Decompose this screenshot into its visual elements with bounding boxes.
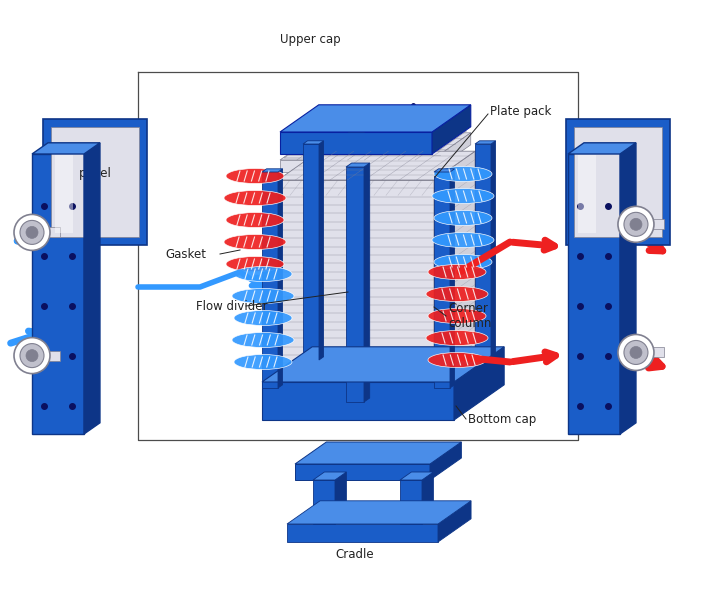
Polygon shape <box>55 155 73 233</box>
Ellipse shape <box>224 235 286 249</box>
Polygon shape <box>287 501 471 524</box>
Polygon shape <box>620 143 636 434</box>
Text: Upper cap: Upper cap <box>280 33 340 46</box>
Polygon shape <box>280 160 432 172</box>
Polygon shape <box>434 172 450 388</box>
Ellipse shape <box>226 256 284 272</box>
Polygon shape <box>434 169 454 172</box>
Ellipse shape <box>232 288 294 303</box>
Polygon shape <box>280 132 432 154</box>
Polygon shape <box>346 163 370 167</box>
Ellipse shape <box>428 264 486 279</box>
Ellipse shape <box>432 232 494 247</box>
Polygon shape <box>475 141 496 144</box>
Polygon shape <box>287 524 438 542</box>
Polygon shape <box>262 347 504 382</box>
Polygon shape <box>348 123 352 132</box>
Circle shape <box>618 335 654 370</box>
Circle shape <box>26 350 38 362</box>
Polygon shape <box>284 131 467 158</box>
Ellipse shape <box>226 169 284 184</box>
Text: Cradle: Cradle <box>335 547 375 560</box>
Polygon shape <box>475 144 491 360</box>
Polygon shape <box>335 472 347 524</box>
Polygon shape <box>348 126 364 132</box>
Polygon shape <box>568 143 636 154</box>
Ellipse shape <box>434 167 492 181</box>
Polygon shape <box>32 143 100 154</box>
Polygon shape <box>454 347 504 420</box>
Ellipse shape <box>428 353 486 367</box>
Circle shape <box>630 347 642 358</box>
Ellipse shape <box>234 311 292 326</box>
Polygon shape <box>568 154 620 434</box>
Text: Flow divider: Flow divider <box>196 300 268 312</box>
Bar <box>634 347 664 358</box>
Text: Corner
column: Corner column <box>448 302 491 330</box>
Polygon shape <box>566 119 670 245</box>
Ellipse shape <box>234 267 292 282</box>
Polygon shape <box>574 127 662 237</box>
Polygon shape <box>262 172 278 388</box>
Polygon shape <box>438 501 471 542</box>
Circle shape <box>630 219 642 231</box>
Polygon shape <box>262 382 454 420</box>
Polygon shape <box>400 480 422 524</box>
Polygon shape <box>280 105 471 132</box>
Ellipse shape <box>432 188 494 203</box>
Polygon shape <box>313 472 347 480</box>
Circle shape <box>618 206 654 243</box>
Bar <box>30 350 60 361</box>
Polygon shape <box>51 127 139 237</box>
Text: panel: panel <box>78 167 112 181</box>
Polygon shape <box>348 129 369 132</box>
Polygon shape <box>303 141 323 144</box>
Ellipse shape <box>426 287 488 302</box>
Text: Plate pack: Plate pack <box>490 105 551 119</box>
Circle shape <box>624 341 648 364</box>
Bar <box>634 219 664 229</box>
Ellipse shape <box>434 211 492 226</box>
Ellipse shape <box>434 255 492 270</box>
Polygon shape <box>578 155 596 233</box>
Polygon shape <box>364 163 370 402</box>
Ellipse shape <box>234 355 292 370</box>
Circle shape <box>20 220 44 244</box>
Polygon shape <box>295 442 461 464</box>
Bar <box>30 228 60 237</box>
Text: Gasket: Gasket <box>165 247 206 261</box>
Ellipse shape <box>224 190 286 205</box>
Ellipse shape <box>226 213 284 228</box>
Ellipse shape <box>426 330 488 346</box>
Circle shape <box>624 213 648 237</box>
Polygon shape <box>319 141 323 360</box>
Circle shape <box>14 338 50 374</box>
Polygon shape <box>280 133 471 160</box>
Polygon shape <box>346 167 364 402</box>
Circle shape <box>14 214 50 250</box>
Polygon shape <box>303 144 319 360</box>
Polygon shape <box>278 169 283 388</box>
Circle shape <box>26 226 38 238</box>
Polygon shape <box>434 151 475 380</box>
Polygon shape <box>313 480 335 524</box>
Text: Bottom cap: Bottom cap <box>468 414 536 426</box>
Ellipse shape <box>428 308 486 323</box>
Polygon shape <box>432 105 471 154</box>
Polygon shape <box>450 169 454 388</box>
Polygon shape <box>491 141 496 360</box>
Polygon shape <box>430 442 461 480</box>
Polygon shape <box>278 151 475 180</box>
Polygon shape <box>295 464 430 480</box>
Ellipse shape <box>232 332 294 347</box>
Circle shape <box>20 344 44 368</box>
Polygon shape <box>422 472 434 524</box>
Polygon shape <box>262 169 283 172</box>
Polygon shape <box>32 154 84 434</box>
Polygon shape <box>43 119 147 245</box>
Polygon shape <box>400 472 434 480</box>
Polygon shape <box>278 180 434 380</box>
Polygon shape <box>84 143 100 434</box>
Polygon shape <box>432 133 471 172</box>
